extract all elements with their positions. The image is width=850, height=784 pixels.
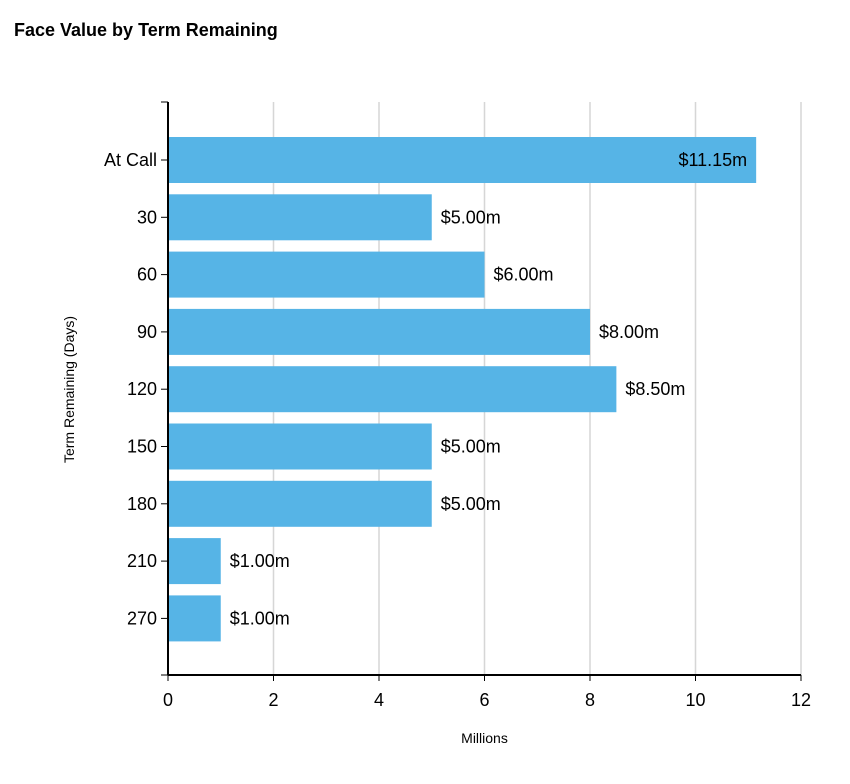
y-tick-label: 90: [137, 322, 157, 342]
data-label: $11.15m: [678, 150, 747, 170]
x-tick-label: 10: [685, 690, 705, 710]
bar: [168, 137, 757, 183]
bar: [168, 194, 432, 241]
bar: [168, 480, 432, 527]
data-label: $8.50m: [625, 379, 685, 399]
y-axis-title: Term Remaining (Days): [61, 316, 77, 463]
data-label: $6.00m: [494, 265, 554, 285]
y-tick-label: 150: [127, 437, 157, 457]
y-tick-label: 270: [127, 608, 157, 628]
bar: [168, 595, 221, 642]
y-tick-label: At Call: [104, 150, 157, 170]
x-tick-label: 6: [479, 690, 489, 710]
x-tick-label: 2: [268, 690, 278, 710]
bar: [168, 308, 590, 355]
data-label: $5.00m: [441, 437, 501, 457]
data-label: $5.00m: [441, 207, 501, 227]
y-tick-label: 120: [127, 379, 157, 399]
y-tick-label: 210: [127, 551, 157, 571]
data-label: $5.00m: [441, 494, 501, 514]
y-tick-label: 180: [127, 494, 157, 514]
bars: [168, 137, 757, 642]
labels: 0 2 4 6 8 10 12 At Call $11.15m 30 $5.00m 60 $6.00m 9…: [104, 150, 811, 710]
axes: [161, 101, 802, 681]
bar: [168, 423, 432, 470]
x-tick-label: 12: [791, 690, 811, 710]
y-tick-label: 60: [137, 265, 157, 285]
bar: [168, 538, 221, 585]
data-label: $1.00m: [230, 551, 290, 571]
data-label: $8.00m: [599, 322, 659, 342]
bar: [168, 366, 617, 413]
data-label: $1.00m: [230, 608, 290, 628]
x-tick-label: 0: [163, 690, 173, 710]
x-tick-label: 8: [585, 690, 595, 710]
chart-title: Face Value by Term Remaining: [14, 20, 278, 40]
x-axis-title: Millions: [461, 730, 508, 746]
bar: [168, 251, 485, 298]
x-tick-label: 4: [374, 690, 384, 710]
y-tick-label: 30: [137, 207, 157, 227]
